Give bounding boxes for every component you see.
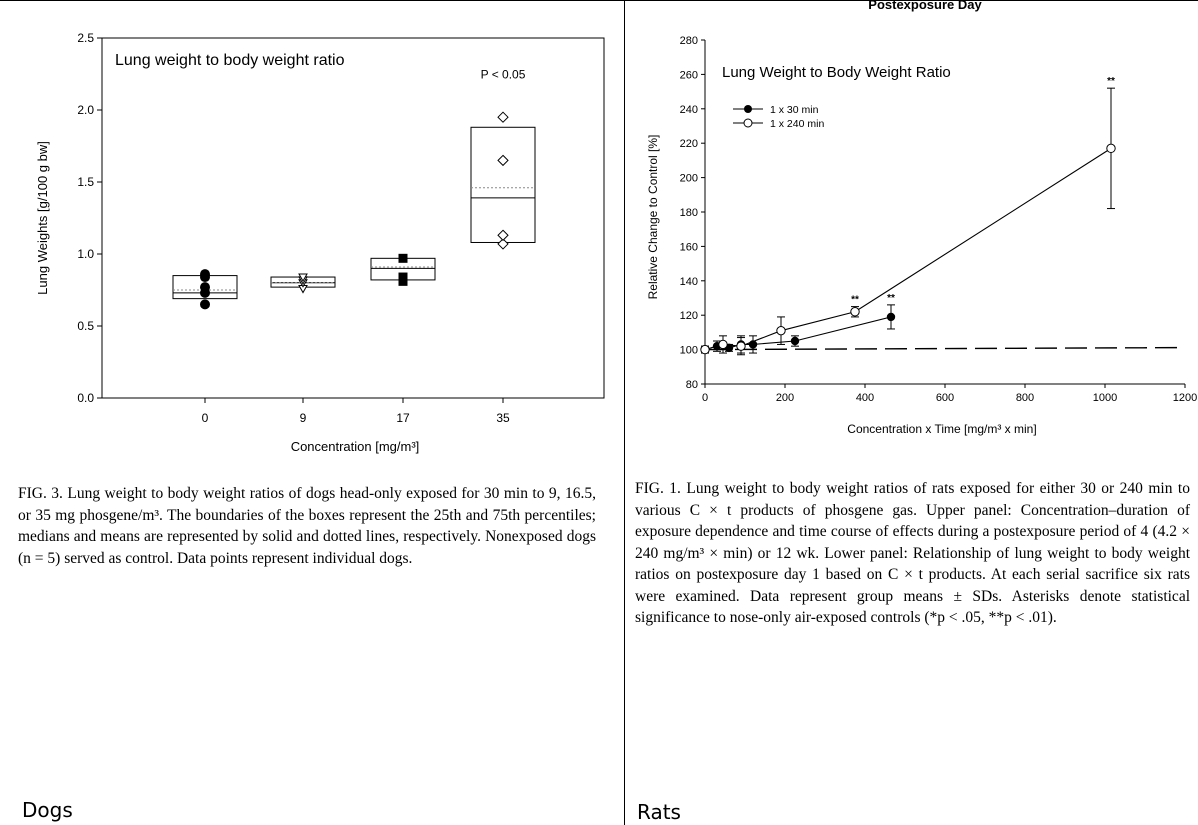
data-point — [200, 282, 210, 293]
x-tick-label: 0 — [702, 392, 708, 404]
y-tick-label: 2.0 — [77, 103, 94, 117]
panel-label: Rats — [637, 800, 681, 824]
data-point — [718, 339, 728, 350]
control-reference-line — [704, 346, 1186, 351]
plot-area — [101, 37, 605, 399]
y-tick-label: 1.5 — [77, 175, 94, 189]
y-tick-label: 140 — [680, 276, 698, 288]
data-point — [497, 111, 509, 123]
data-point — [398, 272, 408, 282]
chart-title: Lung Weight to Body Weight Ratio — [722, 64, 951, 81]
x-axis-label: Concentration x Time [mg/m³ x min] — [847, 422, 1036, 436]
data-point — [736, 341, 746, 351]
data-point — [776, 325, 786, 336]
series-line — [704, 147, 1112, 351]
legend-marker — [744, 105, 752, 113]
x-tick-label: 1000 — [1093, 392, 1117, 404]
x-axis-label: Concentration [mg/m³] — [291, 439, 420, 454]
x-tick-label: 1200 — [1173, 392, 1197, 404]
data-point — [497, 238, 509, 250]
data-point — [497, 229, 509, 241]
y-tick-label: 0.0 — [77, 391, 94, 405]
significance-marker: ** — [1107, 76, 1115, 87]
x-tick-label: 17 — [396, 411, 410, 425]
significance-marker: ** — [851, 295, 859, 306]
rats-chart: Postexposure Day Lung Weight to Body Wei… — [646, 0, 1197, 436]
top-border — [0, 0, 1198, 1]
x-tick-label: 600 — [936, 392, 954, 404]
x-tick-label: 9 — [300, 411, 307, 425]
legend-label: 1 x 240 min — [770, 118, 824, 130]
y-tick-label: 180 — [680, 207, 698, 219]
y-tick-label: 0.5 — [77, 319, 94, 333]
panel-divider — [624, 0, 625, 825]
legend-marker — [743, 118, 753, 128]
box — [470, 126, 536, 243]
y-tick-label: 160 — [680, 241, 698, 253]
y-tick-label: 1.0 — [77, 247, 94, 261]
y-tick-label: 120 — [680, 310, 698, 322]
data-point — [298, 273, 308, 283]
data-point — [200, 269, 210, 280]
data-point — [790, 336, 800, 346]
data-point — [497, 154, 509, 167]
significance-marker: ** — [887, 293, 895, 304]
panel-label: Dogs — [22, 798, 73, 822]
y-tick-label: 80 — [686, 379, 698, 391]
chart-title: Lung weight to body weight ratio — [115, 52, 345, 69]
dogs-panel: Lung weight to body weight ratio Concent… — [18, 31, 605, 822]
x-tick-label: 200 — [776, 392, 794, 404]
x-tick-label: 0 — [202, 411, 209, 425]
y-tick-label: 2.5 — [77, 31, 94, 45]
x-tick-label: 800 — [1016, 392, 1034, 404]
data-point — [700, 344, 710, 355]
x-tick-label: 400 — [856, 392, 874, 404]
data-point — [886, 312, 896, 322]
y-tick-label: 100 — [680, 345, 698, 357]
legend-label: 1 x 30 min — [770, 104, 819, 116]
y-axis-label: Lung Weights [g/100 g bw] — [35, 141, 50, 295]
significance-annotation: P < 0.05 — [481, 67, 526, 81]
y-axis-label: Relative Change to Control [%] — [646, 135, 660, 300]
data-point — [850, 307, 860, 317]
y-tick-label: 280 — [680, 35, 698, 47]
y-tick-label: 200 — [680, 173, 698, 185]
data-point — [1106, 143, 1116, 154]
data-point — [398, 253, 408, 263]
cropped-heading: Postexposure Day — [868, 0, 982, 12]
x-tick-label: 35 — [496, 411, 510, 425]
y-tick-label: 240 — [680, 104, 698, 116]
y-tick-label: 220 — [680, 138, 698, 150]
figure-caption: FIG. 3. Lung weight to body weight ratio… — [18, 485, 596, 567]
figure-caption: FIG. 1. Lung weight to body weight ratio… — [635, 480, 1190, 626]
y-tick-label: 260 — [680, 69, 698, 81]
dogs-chart: Lung weight to body weight ratio Concent… — [35, 31, 605, 454]
data-point — [200, 299, 210, 310]
rats-panel: Postexposure Day Lung Weight to Body Wei… — [625, 0, 1198, 825]
